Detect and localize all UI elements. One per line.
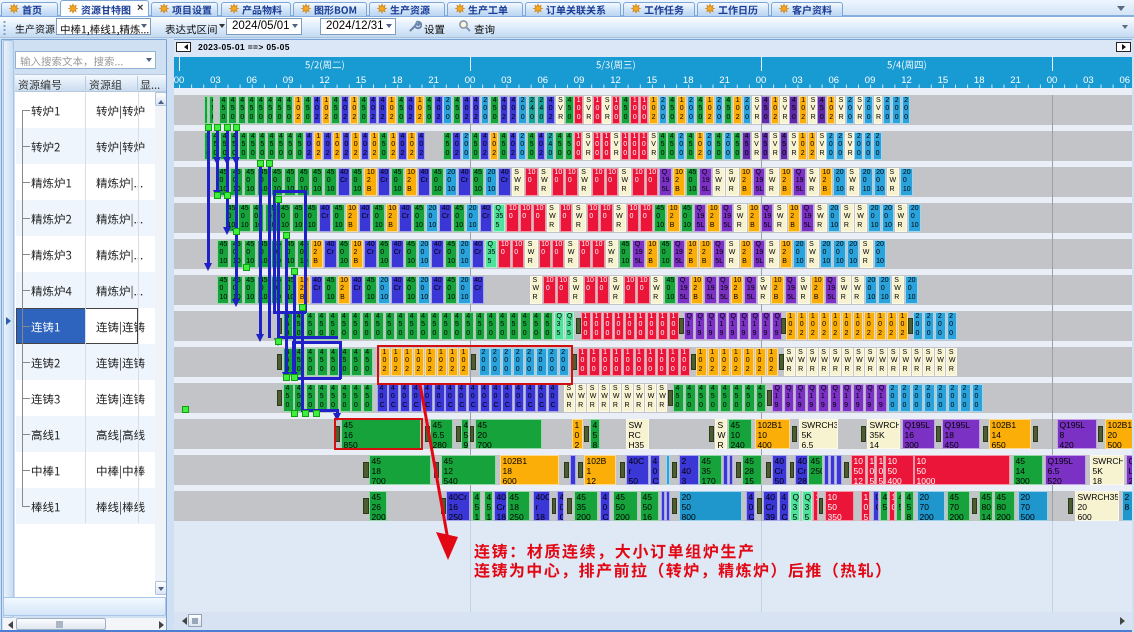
svg-text:03: 03 <box>501 75 512 86</box>
svg-text:21: 21 <box>1010 75 1021 86</box>
svg-text:15: 15 <box>647 75 658 86</box>
svg-text:12: 12 <box>610 75 621 86</box>
svg-text:18: 18 <box>683 75 694 86</box>
svg-text:03: 03 <box>1083 75 1094 86</box>
svg-text:06: 06 <box>1120 75 1131 86</box>
svg-text:06: 06 <box>829 75 840 86</box>
svg-text:18: 18 <box>392 75 403 86</box>
svg-text:12: 12 <box>319 75 330 86</box>
svg-text:09: 09 <box>574 75 585 86</box>
svg-text:00: 00 <box>1047 75 1058 86</box>
svg-text:18: 18 <box>974 75 985 86</box>
svg-text:06: 06 <box>538 75 549 86</box>
svg-text:21: 21 <box>719 75 730 86</box>
svg-text:09: 09 <box>865 75 876 86</box>
svg-text:00: 00 <box>174 75 184 86</box>
svg-text:00: 00 <box>756 75 767 86</box>
svg-text:12: 12 <box>901 75 912 86</box>
svg-text:06: 06 <box>247 75 258 86</box>
svg-text:15: 15 <box>938 75 949 86</box>
svg-text:09: 09 <box>283 75 294 86</box>
svg-text:03: 03 <box>792 75 803 86</box>
svg-text:15: 15 <box>356 75 367 86</box>
svg-text:03: 03 <box>210 75 221 86</box>
svg-text:21: 21 <box>428 75 439 86</box>
svg-text:00: 00 <box>465 75 476 86</box>
